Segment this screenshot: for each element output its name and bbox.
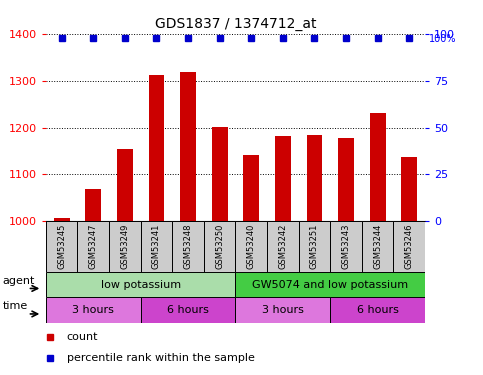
Text: 3 hours: 3 hours: [262, 305, 304, 315]
Text: GSM53251: GSM53251: [310, 224, 319, 269]
Text: percentile rank within the sample: percentile rank within the sample: [67, 353, 255, 363]
Bar: [172, 221, 204, 272]
Bar: [109, 221, 141, 272]
Bar: [338, 138, 354, 221]
Text: GSM53246: GSM53246: [405, 224, 414, 269]
Text: GSM53247: GSM53247: [89, 224, 98, 269]
Bar: [243, 154, 259, 221]
Text: 3 hours: 3 hours: [72, 305, 114, 315]
Bar: [180, 72, 196, 221]
Text: low potassium: low potassium: [100, 280, 181, 290]
Text: GSM53248: GSM53248: [184, 224, 193, 269]
Text: GSM53240: GSM53240: [247, 224, 256, 269]
Bar: [117, 148, 133, 221]
Bar: [401, 157, 417, 221]
Bar: [370, 112, 385, 221]
Bar: [212, 127, 227, 221]
Bar: [46, 221, 77, 272]
Bar: [267, 221, 298, 272]
Bar: [141, 221, 172, 272]
Text: agent: agent: [2, 276, 35, 286]
Text: GSM53245: GSM53245: [57, 224, 66, 269]
Bar: [141, 297, 236, 323]
Text: GW5074 and low potassium: GW5074 and low potassium: [252, 280, 408, 290]
Text: GSM53250: GSM53250: [215, 224, 224, 269]
Bar: [394, 221, 425, 272]
Bar: [236, 221, 267, 272]
Text: 6 hours: 6 hours: [357, 305, 398, 315]
Bar: [46, 272, 236, 297]
Text: 100%: 100%: [429, 34, 456, 44]
Bar: [204, 221, 236, 272]
Text: time: time: [2, 301, 28, 311]
Bar: [275, 136, 291, 221]
Bar: [46, 297, 141, 323]
Bar: [330, 221, 362, 272]
Bar: [77, 221, 109, 272]
Text: GSM53249: GSM53249: [120, 224, 129, 269]
Bar: [236, 297, 330, 323]
Bar: [236, 272, 425, 297]
Bar: [85, 189, 101, 221]
Bar: [307, 135, 322, 221]
Title: GDS1837 / 1374712_at: GDS1837 / 1374712_at: [155, 17, 316, 32]
Bar: [149, 75, 164, 221]
Text: 6 hours: 6 hours: [167, 305, 209, 315]
Text: GSM53241: GSM53241: [152, 224, 161, 269]
Bar: [54, 218, 70, 221]
Bar: [362, 221, 394, 272]
Text: GSM53244: GSM53244: [373, 224, 382, 269]
Text: GSM53243: GSM53243: [341, 224, 351, 269]
Bar: [330, 297, 425, 323]
Bar: [298, 221, 330, 272]
Text: count: count: [67, 332, 98, 342]
Text: GSM53242: GSM53242: [278, 224, 287, 269]
